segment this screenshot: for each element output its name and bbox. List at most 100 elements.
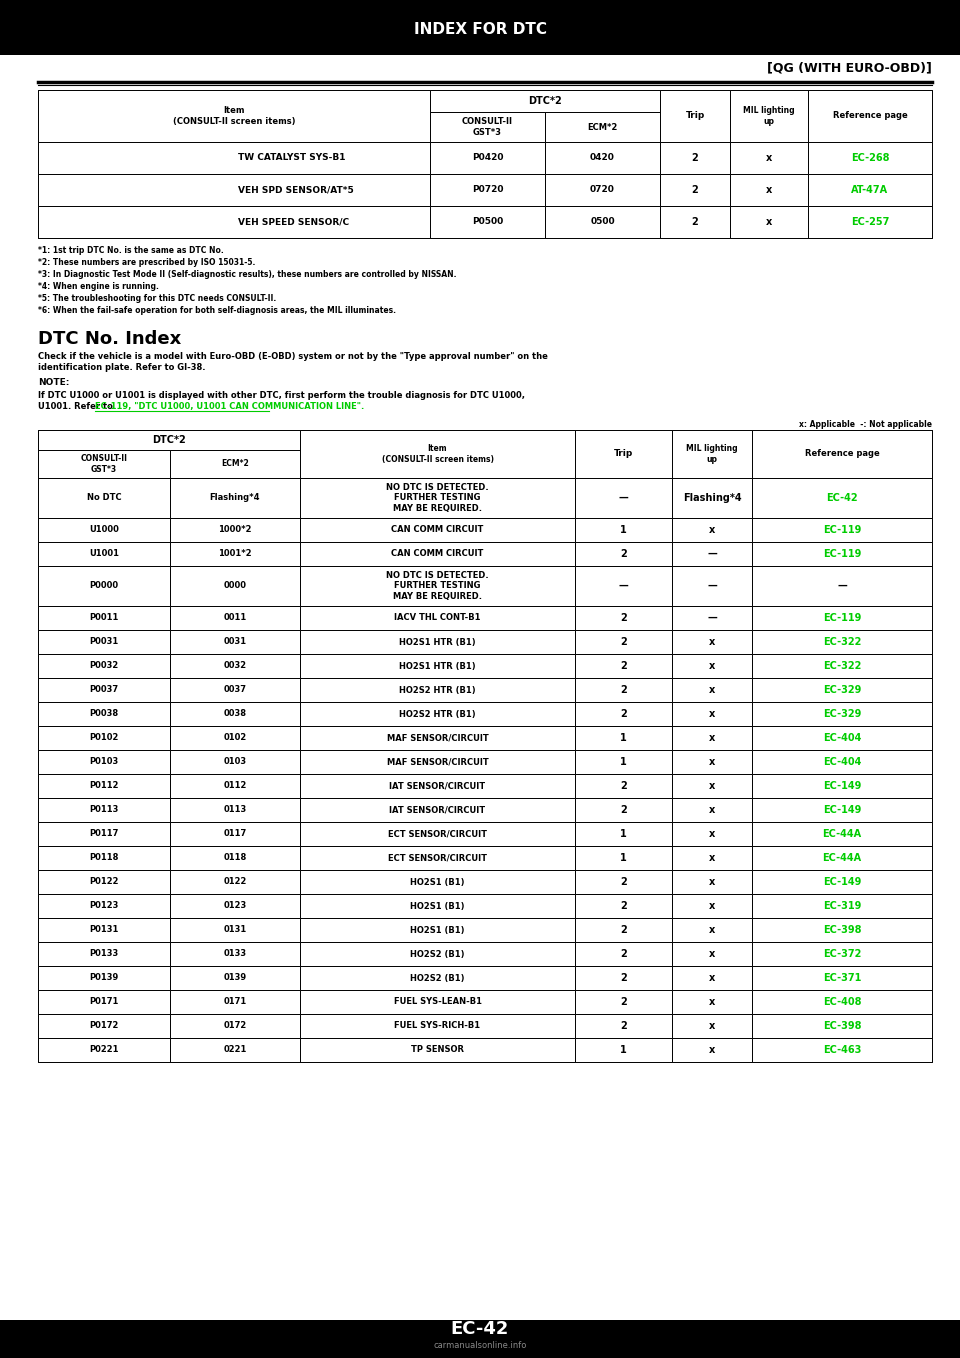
Bar xyxy=(300,678,575,702)
Bar xyxy=(38,870,170,894)
Bar xyxy=(170,1038,300,1062)
Text: EC-44A: EC-44A xyxy=(823,828,861,839)
Text: P0031: P0031 xyxy=(89,637,119,646)
Bar xyxy=(300,630,575,655)
Text: 1: 1 xyxy=(620,756,627,767)
Bar xyxy=(170,478,300,517)
Text: EC-398: EC-398 xyxy=(823,925,861,936)
Bar xyxy=(38,517,170,542)
Bar xyxy=(170,449,300,478)
Bar xyxy=(752,870,932,894)
Bar xyxy=(575,942,672,966)
Text: EC-268: EC-268 xyxy=(851,153,889,163)
Bar xyxy=(575,750,672,774)
Bar xyxy=(38,918,170,942)
Text: 0720: 0720 xyxy=(590,186,615,194)
Bar xyxy=(752,655,932,678)
Bar xyxy=(38,990,170,1014)
Bar xyxy=(672,774,752,799)
Text: P0720: P0720 xyxy=(471,186,503,194)
Text: EC-329: EC-329 xyxy=(823,709,861,718)
Text: *4: When engine is running.: *4: When engine is running. xyxy=(38,282,158,291)
Bar xyxy=(730,174,808,206)
Bar xyxy=(808,174,932,206)
Bar xyxy=(660,174,730,206)
Text: U1001. Refer to: U1001. Refer to xyxy=(38,402,116,411)
Bar xyxy=(38,90,430,143)
Bar xyxy=(545,143,660,174)
Bar xyxy=(752,966,932,990)
Text: P0038: P0038 xyxy=(89,709,119,718)
Text: 0123: 0123 xyxy=(224,902,247,910)
Text: x: x xyxy=(708,900,715,911)
Text: Reference page: Reference page xyxy=(832,111,907,121)
Bar xyxy=(575,846,672,870)
Text: EC-463: EC-463 xyxy=(823,1046,861,1055)
Bar xyxy=(575,478,672,517)
Text: 0221: 0221 xyxy=(224,1046,247,1055)
Text: 2: 2 xyxy=(691,185,698,196)
Text: 0500: 0500 xyxy=(590,217,614,227)
Text: HO2S1 (B1): HO2S1 (B1) xyxy=(410,902,465,910)
Bar xyxy=(545,111,660,143)
Bar xyxy=(170,655,300,678)
Bar xyxy=(170,630,300,655)
Bar xyxy=(752,894,932,918)
Text: CAN COMM CIRCUIT: CAN COMM CIRCUIT xyxy=(392,526,484,535)
Text: 2: 2 xyxy=(620,637,627,646)
Bar xyxy=(300,846,575,870)
Bar xyxy=(170,517,300,542)
Text: x: x xyxy=(708,733,715,743)
Text: TP SENSOR: TP SENSOR xyxy=(411,1046,464,1055)
Bar xyxy=(545,174,660,206)
Bar xyxy=(38,774,170,799)
Bar xyxy=(300,727,575,750)
Bar xyxy=(170,870,300,894)
Bar xyxy=(38,966,170,990)
Bar xyxy=(38,606,170,630)
Text: EC-371: EC-371 xyxy=(823,972,861,983)
Text: P0221: P0221 xyxy=(89,1046,119,1055)
Text: CAN COMM CIRCUIT: CAN COMM CIRCUIT xyxy=(392,550,484,558)
Bar xyxy=(170,566,300,606)
Bar xyxy=(38,942,170,966)
Text: 0113: 0113 xyxy=(224,805,247,815)
Bar xyxy=(672,990,752,1014)
Text: —: — xyxy=(708,549,717,559)
Text: 0420: 0420 xyxy=(590,153,615,163)
Text: 0031: 0031 xyxy=(224,637,247,646)
Bar xyxy=(300,517,575,542)
Text: Item
(CONSULT-II screen items): Item (CONSULT-II screen items) xyxy=(173,106,296,126)
Text: x: x xyxy=(766,153,772,163)
Text: FUEL SYS-RICH-B1: FUEL SYS-RICH-B1 xyxy=(395,1021,481,1031)
Bar xyxy=(170,702,300,727)
Bar xyxy=(300,966,575,990)
Bar xyxy=(300,822,575,846)
Text: EC-42: EC-42 xyxy=(827,493,858,502)
Bar xyxy=(38,678,170,702)
Bar xyxy=(672,542,752,566)
Text: —: — xyxy=(618,493,629,502)
Text: Trip: Trip xyxy=(613,449,634,459)
Text: 0118: 0118 xyxy=(224,853,247,862)
Bar xyxy=(752,750,932,774)
Bar xyxy=(170,894,300,918)
Text: CONSULT-II
GST*3: CONSULT-II GST*3 xyxy=(462,117,513,137)
Bar xyxy=(575,918,672,942)
Text: HO2S2 (B1): HO2S2 (B1) xyxy=(410,949,465,959)
Bar xyxy=(170,750,300,774)
Text: *1: 1st trip DTC No. is the same as DTC No.: *1: 1st trip DTC No. is the same as DTC … xyxy=(38,246,224,255)
Text: P0123: P0123 xyxy=(89,902,119,910)
Text: EC-119, "DTC U1000, U1001 CAN COMMUNICATION LINE".: EC-119, "DTC U1000, U1001 CAN COMMUNICAT… xyxy=(95,402,364,411)
Bar xyxy=(38,566,170,606)
Text: P0032: P0032 xyxy=(89,661,119,671)
Bar xyxy=(38,430,932,1062)
Text: 0102: 0102 xyxy=(224,733,247,743)
Text: EC-398: EC-398 xyxy=(823,1021,861,1031)
Bar xyxy=(38,449,170,478)
Text: x: x xyxy=(708,526,715,535)
Bar xyxy=(752,846,932,870)
Text: P0112: P0112 xyxy=(89,781,119,790)
Text: If DTC U1000 or U1001 is displayed with other DTC, first perform the trouble dia: If DTC U1000 or U1001 is displayed with … xyxy=(38,391,525,401)
Bar xyxy=(672,606,752,630)
